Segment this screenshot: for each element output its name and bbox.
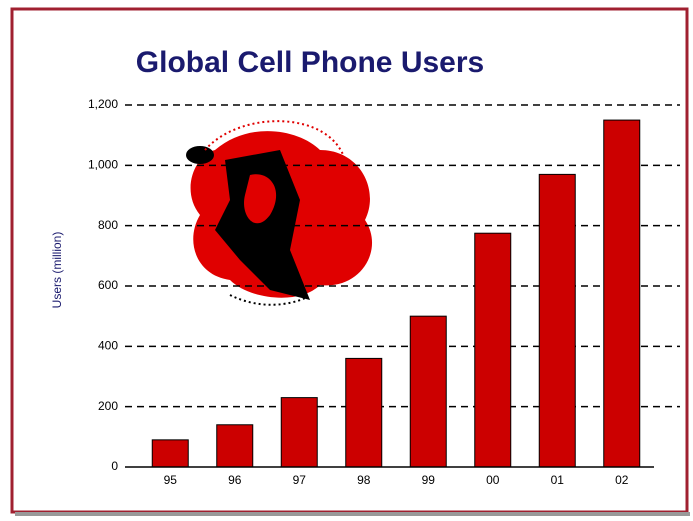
chart-title: Global Cell Phone Users <box>136 46 484 79</box>
y-tick-label: 0 <box>111 459 118 473</box>
x-tick-label: 96 <box>228 473 242 487</box>
bar <box>217 425 253 467</box>
x-tick-label: 97 <box>293 473 307 487</box>
bar <box>475 233 511 467</box>
bar <box>410 316 446 467</box>
bar <box>604 120 640 467</box>
y-axis-label: Users (million) <box>50 232 64 309</box>
y-tick-label: 200 <box>98 399 118 413</box>
x-tick-label: 00 <box>486 473 500 487</box>
y-tick-label: 800 <box>98 218 118 232</box>
bar <box>539 174 575 467</box>
bar <box>152 440 188 467</box>
x-tick-label: 98 <box>357 473 371 487</box>
bar <box>281 398 317 467</box>
y-tick-label: 600 <box>98 278 118 292</box>
x-tick-label: 99 <box>422 473 436 487</box>
bar <box>346 358 382 467</box>
x-tick-label: 95 <box>164 473 178 487</box>
y-tick-label: 1,200 <box>88 97 118 111</box>
clipart-phone <box>186 146 214 164</box>
chart: Global Cell Phone Users Users (million) … <box>0 0 693 521</box>
y-tick-label: 1,000 <box>88 158 118 172</box>
frame-shadow <box>15 512 690 516</box>
x-tick-label: 01 <box>551 473 565 487</box>
x-tick-label: 02 <box>615 473 629 487</box>
page: Global Cell Phone Users Users (million) … <box>0 0 693 521</box>
y-tick-label: 400 <box>98 339 118 353</box>
